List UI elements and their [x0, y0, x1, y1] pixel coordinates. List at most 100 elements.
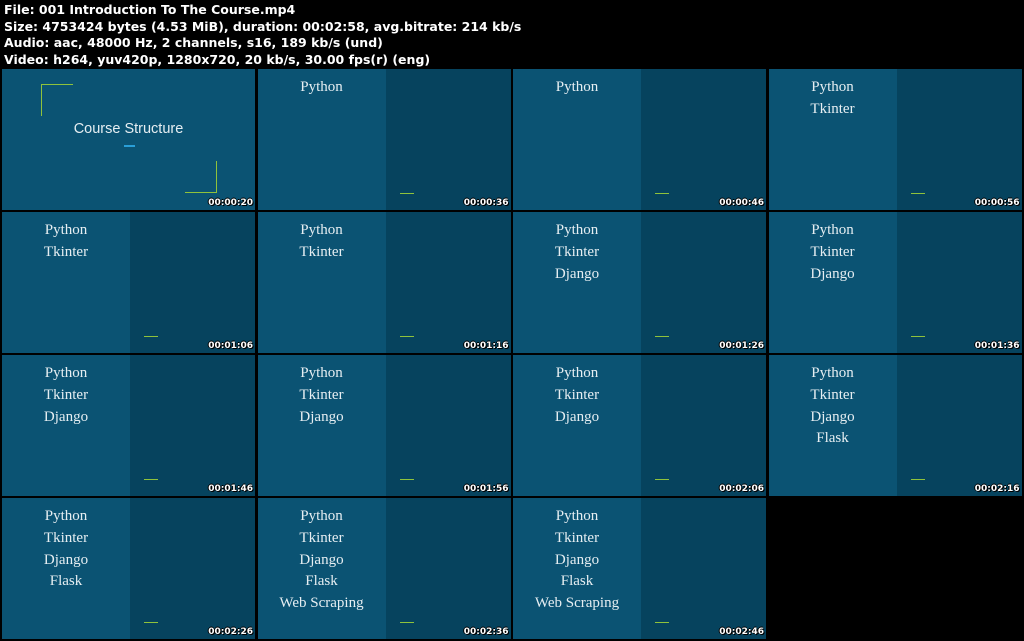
topic-item: Tkinter	[810, 100, 855, 117]
slide-side-panel	[385, 355, 511, 496]
thumbnail: Python Tkinter Django 00:02:06	[513, 355, 766, 496]
slide-side-panel	[130, 498, 255, 639]
topic-item: Python	[555, 79, 599, 95]
topic-item: Python	[555, 365, 599, 381]
slide-side-panel	[896, 355, 1022, 496]
topic-list: Python Tkinter Django	[513, 220, 641, 285]
slide-title: Course Structure	[73, 121, 184, 137]
thumbnail-timestamp: 00:02:16	[974, 484, 1020, 494]
topic-list: Python Tkinter Django Flask	[2, 506, 130, 593]
thumbnail-timestamp: 00:00:46	[719, 198, 764, 208]
accent-line	[144, 622, 158, 623]
thumbnail: Python Tkinter 00:01:06	[2, 212, 255, 353]
thumbnail-timestamp: 00:02:26	[208, 627, 253, 637]
topic-item: Python	[300, 508, 343, 524]
accent-line	[655, 336, 669, 337]
thumbnail-timestamp: 00:01:26	[719, 341, 764, 351]
thumbnail-timestamp: 00:01:46	[208, 484, 253, 494]
topic-list: Python Tkinter	[2, 220, 130, 264]
topic-item: Flask	[560, 573, 594, 590]
topic-item: Web Scraping	[534, 595, 620, 612]
topic-item: Django	[299, 551, 344, 568]
title-underline	[124, 145, 135, 147]
topic-item: Python	[300, 365, 343, 381]
topic-item: Tkinter	[299, 386, 344, 403]
topic-item: Django	[810, 408, 855, 425]
topic-item: Tkinter	[299, 529, 344, 546]
thumbnail-title-slide: Course Structure 00:00:20	[2, 69, 255, 210]
thumbnail-timestamp: 00:02:06	[719, 484, 764, 494]
topic-item: Tkinter	[554, 386, 600, 403]
topic-item: Python	[300, 222, 343, 238]
topic-item: Django	[299, 408, 344, 425]
topic-list: Python Tkinter Django	[513, 363, 641, 428]
slide-side-panel	[896, 69, 1022, 210]
topic-item: Flask	[49, 573, 83, 590]
thumbnail-timestamp: 00:02:46	[719, 627, 764, 637]
topic-item: Tkinter	[299, 243, 344, 260]
topic-list: Python Tkinter Django	[258, 363, 386, 428]
topic-item: Tkinter	[554, 529, 600, 546]
corner-bracket-top-left	[41, 84, 73, 116]
size-info: Size: 4753424 bytes (4.53 MiB), duration…	[4, 18, 522, 34]
topic-item: Python	[811, 79, 854, 95]
topic-item: Python	[811, 365, 854, 381]
topic-item: Python	[44, 508, 88, 524]
media-info-header: File: 001 Introduction To The Course.mp4…	[4, 2, 1020, 68]
thumbnail: Python Tkinter 00:00:56	[768, 69, 1022, 210]
accent-line	[399, 622, 414, 623]
thumbnail: Python Tkinter Django Flask Web Scraping 00:0…	[513, 498, 766, 639]
topic-item: Django	[554, 551, 600, 568]
thumbnail: Python Tkinter Django 00:01:26	[513, 212, 766, 353]
topic-item: Tkinter	[43, 386, 89, 403]
accent-line	[144, 336, 158, 337]
topic-list: Python Tkinter Django Flask Web Scraping	[513, 506, 641, 615]
audio-info: Audio: aac, 48000 Hz, 2 channels, s16, 1…	[4, 35, 383, 50]
thumbnail-grid: Course Structure 00:00:20 Python 00:00:36…	[2, 69, 1022, 640]
topic-item: Django	[810, 265, 855, 282]
slide-side-panel	[641, 355, 766, 496]
thumbnail-timestamp: 00:00:20	[208, 198, 253, 208]
thumbnail: Python Tkinter Django 00:01:36	[768, 212, 1022, 353]
video-info: Video: h264, yuv420p, 1280x720, 20 kb/s,…	[4, 51, 431, 67]
thumbnail: Python 00:00:36	[257, 69, 511, 210]
slide-side-panel	[385, 498, 511, 639]
thumbnail: Python 00:00:46	[513, 69, 766, 210]
accent-line	[399, 336, 414, 337]
topic-item: Python	[44, 222, 88, 238]
accent-line	[144, 479, 158, 480]
topic-item: Flask	[816, 430, 849, 447]
slide-side-panel	[385, 69, 511, 210]
topic-item: Python	[300, 79, 343, 95]
topic-item: Web Scraping	[279, 595, 364, 612]
thumbnail-timestamp: 00:01:16	[463, 341, 509, 351]
topic-item: Tkinter	[43, 243, 89, 260]
thumbnail: Python Tkinter 00:01:16	[257, 212, 511, 353]
topic-item: Tkinter	[43, 529, 89, 546]
topic-list: Python	[258, 77, 386, 99]
topic-list: Python Tkinter	[258, 220, 386, 264]
slide-side-panel	[130, 212, 255, 353]
file-info: File: 001 Introduction To The Course.mp4	[4, 2, 296, 17]
topic-item: Django	[43, 408, 89, 425]
accent-line	[910, 193, 925, 194]
accent-line	[655, 479, 669, 480]
topic-list: Python Tkinter Django Flask Web Scraping	[258, 506, 386, 615]
accent-line	[910, 479, 925, 480]
accent-line	[655, 622, 669, 623]
accent-line	[399, 479, 414, 480]
corner-bracket-bottom-right	[185, 161, 217, 193]
thumbnail-timestamp: 00:01:56	[463, 484, 509, 494]
thumbnail-timestamp: 00:02:36	[463, 627, 509, 637]
thumbnail-timestamp: 00:01:36	[974, 341, 1020, 351]
slide-side-panel	[641, 212, 766, 353]
thumbnail-timestamp: 00:00:56	[974, 198, 1020, 208]
topic-item: Python	[555, 508, 599, 524]
topic-list: Python Tkinter	[769, 77, 897, 121]
topic-item: Django	[554, 408, 600, 425]
topic-item: Tkinter	[810, 386, 855, 403]
topic-item: Tkinter	[554, 243, 600, 260]
accent-line	[655, 193, 669, 194]
slide-side-panel	[130, 355, 255, 496]
slide-side-panel	[385, 212, 511, 353]
